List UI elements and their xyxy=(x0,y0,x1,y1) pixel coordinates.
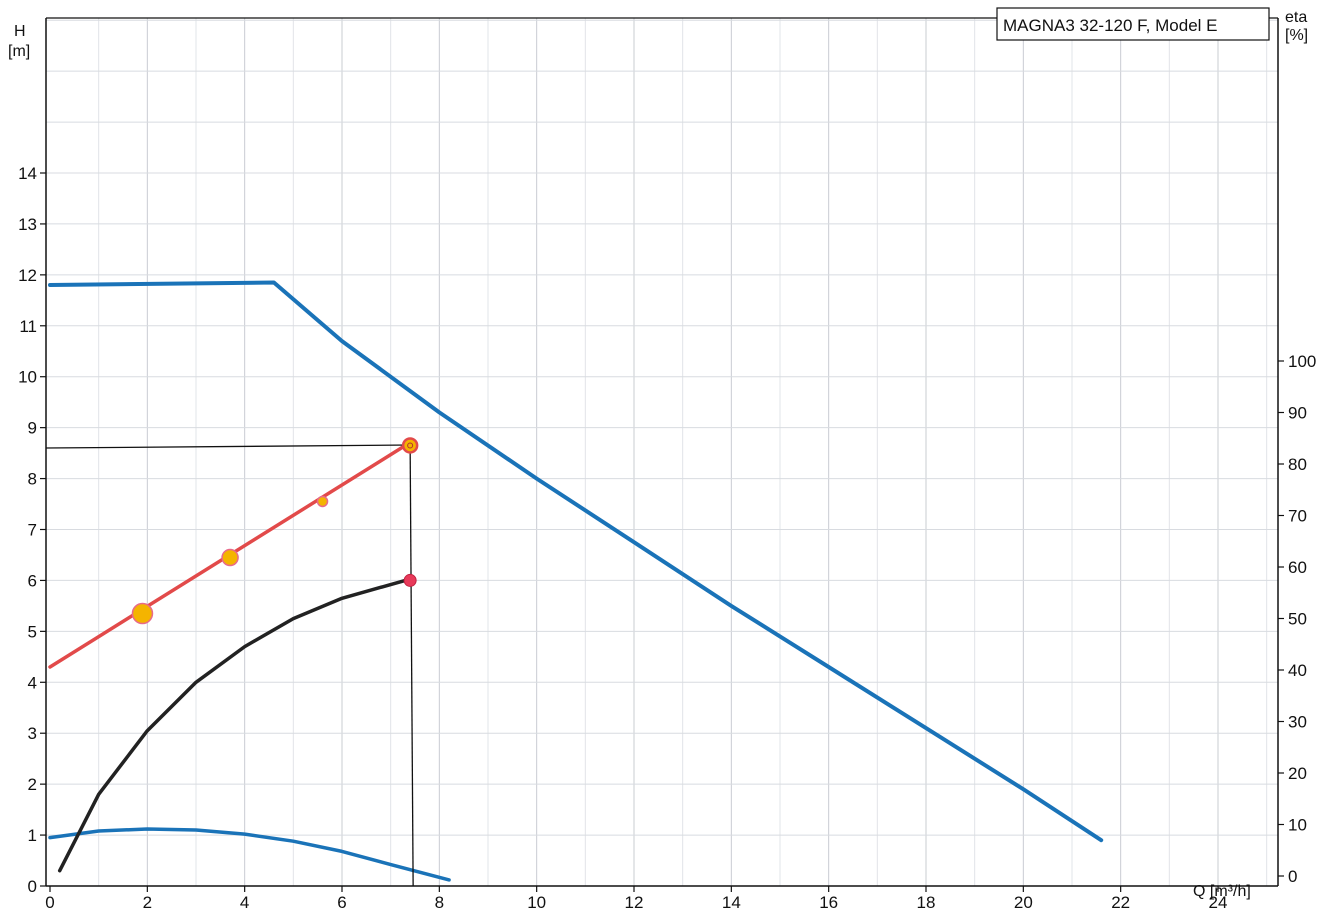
x-tick-label: 4 xyxy=(240,893,249,912)
x-tick-label: 10 xyxy=(527,893,546,912)
y-left-label-line2: [m] xyxy=(8,43,30,60)
y-left-tick-label: 7 xyxy=(28,521,37,540)
y-left-tick-label: 11 xyxy=(19,317,37,336)
x-tick-label: 14 xyxy=(722,893,741,912)
y-left-label-line1: H xyxy=(14,23,26,40)
y-right-label-line2: [%] xyxy=(1285,27,1308,44)
y-right-tick-label: 30 xyxy=(1288,713,1307,732)
x-axis-label: Q [m³/h] xyxy=(1193,883,1251,900)
efficiency-point-marker xyxy=(403,573,417,587)
operating-point-center xyxy=(407,442,414,449)
x-tick-label: 20 xyxy=(1014,893,1033,912)
x-tick-label: 2 xyxy=(143,893,152,912)
pressure-point-marker xyxy=(221,548,239,567)
series-line-2 xyxy=(57,578,408,873)
series-line-1 xyxy=(48,827,451,882)
chart-title: MAGNA3 32-120 F, Model E xyxy=(1003,16,1217,35)
y-left-tick-label: 3 xyxy=(28,724,37,743)
y-left-tick-label: 1 xyxy=(28,826,37,845)
markers xyxy=(131,437,419,625)
x-tick-label: 8 xyxy=(435,893,444,912)
y-left-tick-label: 4 xyxy=(28,673,37,692)
y-left-tick-label: 12 xyxy=(18,266,37,285)
tick-labels: 0123456789101112131401020304050607080901… xyxy=(18,164,1316,912)
y-left-tick-label: 2 xyxy=(28,775,37,794)
y-left-tick-label: 10 xyxy=(18,368,37,387)
title-box xyxy=(996,7,1270,41)
y-right-tick-label: 70 xyxy=(1288,507,1307,526)
y-left-tick-label: 9 xyxy=(28,419,37,438)
x-tick-label: 16 xyxy=(819,893,838,912)
x-tick-label: 0 xyxy=(45,893,54,912)
pressure-point-marker xyxy=(131,602,154,625)
y-right-tick-label: 10 xyxy=(1288,816,1307,835)
series-line-0 xyxy=(48,280,1104,843)
y-left-tick-label: 5 xyxy=(28,622,37,641)
guide-hline xyxy=(45,444,411,449)
y-left-tick-label: 14 xyxy=(18,164,37,183)
x-tick-label: 22 xyxy=(1111,893,1130,912)
y-right-label-line1: eta xyxy=(1285,9,1307,26)
y-right-tick-label: 90 xyxy=(1288,404,1307,423)
guide-vline xyxy=(409,445,414,887)
y-left-tick-label: 6 xyxy=(28,571,37,590)
grid xyxy=(46,18,1278,886)
y-left-tick-label: 8 xyxy=(28,470,37,489)
y-left-tick-label: 13 xyxy=(18,215,37,234)
x-tick-label: 24 xyxy=(1209,893,1228,912)
x-tick-label: 12 xyxy=(625,893,644,912)
y-left-tick-label: 0 xyxy=(28,877,37,896)
y-right-tick-label: 0 xyxy=(1288,867,1297,886)
y-right-tick-label: 80 xyxy=(1288,455,1307,474)
series-group xyxy=(48,280,1104,882)
y-right-tick-label: 50 xyxy=(1288,610,1307,629)
y-right-tick-label: 100 xyxy=(1288,352,1316,371)
y-right-tick-label: 60 xyxy=(1288,558,1307,577)
pressure-point-marker xyxy=(316,495,329,508)
x-tick-label: 18 xyxy=(917,893,936,912)
x-tick-label: 6 xyxy=(337,893,346,912)
y-right-tick-label: 40 xyxy=(1288,661,1307,680)
guide-lines xyxy=(45,444,414,887)
y-right-tick-label: 20 xyxy=(1288,764,1307,783)
